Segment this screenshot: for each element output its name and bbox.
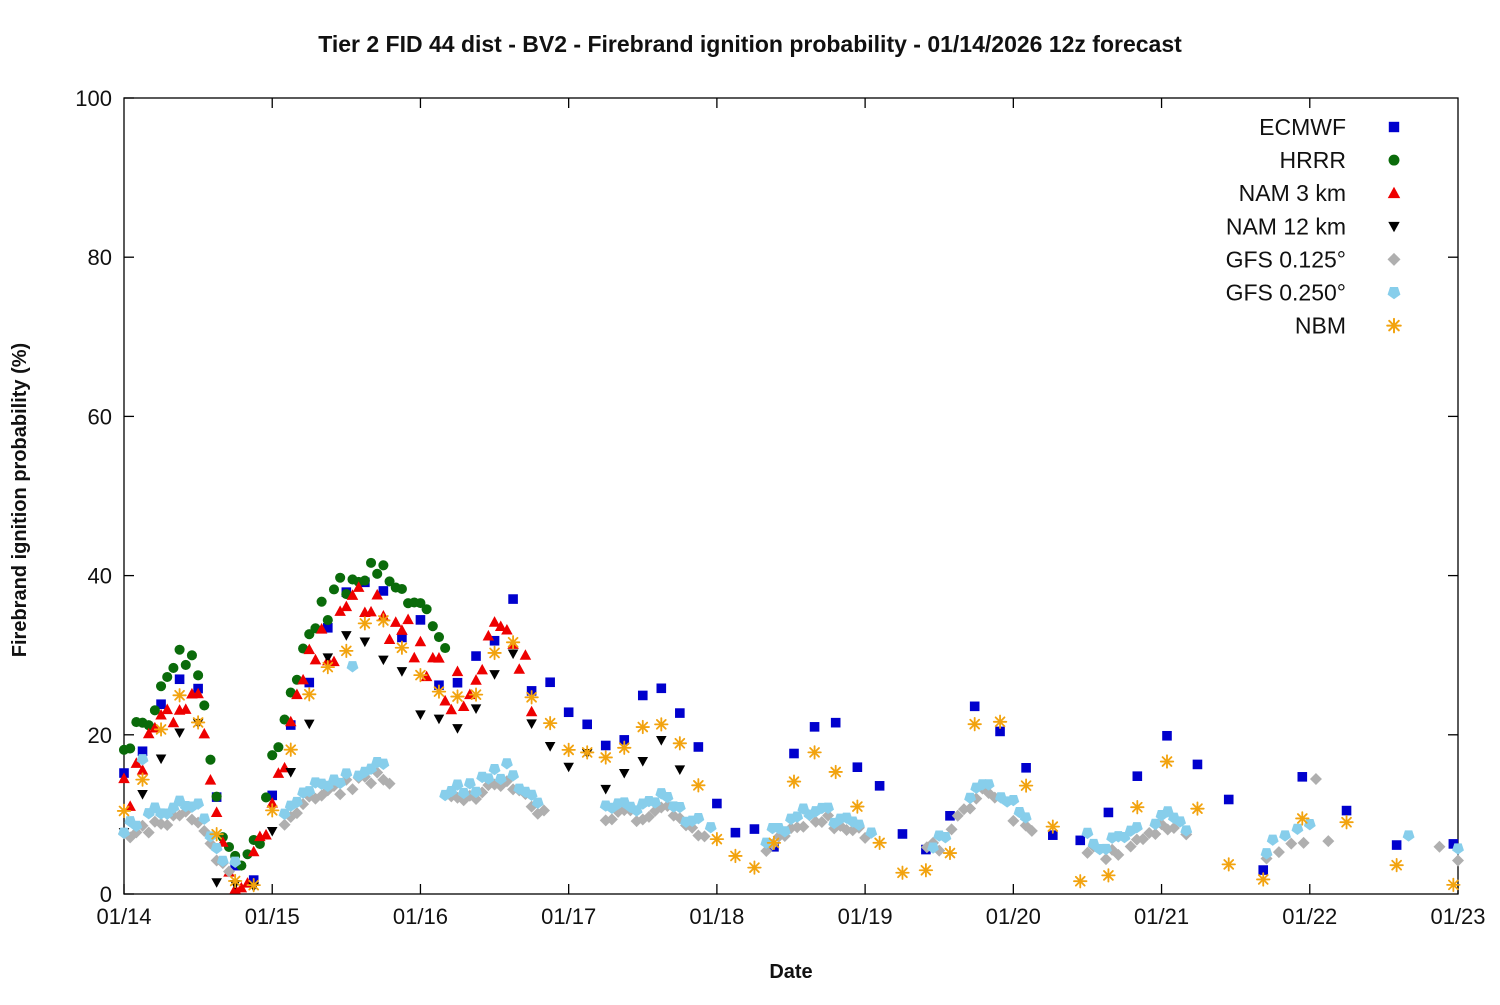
svg-text:100: 100: [75, 86, 112, 111]
svg-text:40: 40: [88, 564, 112, 589]
svg-text:NAM 12 km: NAM 12 km: [1226, 213, 1346, 239]
svg-text:01/20: 01/20: [986, 904, 1041, 929]
svg-text:01/21: 01/21: [1134, 904, 1189, 929]
svg-text:01/18: 01/18: [689, 904, 744, 929]
svg-text:60: 60: [88, 404, 112, 429]
svg-text:01/23: 01/23: [1430, 904, 1485, 929]
svg-text:NAM 3 km: NAM 3 km: [1239, 180, 1346, 206]
svg-text:01/14: 01/14: [96, 904, 151, 929]
svg-text:ECMWF: ECMWF: [1259, 114, 1346, 140]
svg-text:HRRR: HRRR: [1280, 147, 1346, 173]
svg-text:Tier 2 FID 44 dist - BV2 - Fir: Tier 2 FID 44 dist - BV2 - Firebrand ign…: [318, 31, 1182, 57]
svg-text:20: 20: [88, 723, 112, 748]
svg-text:GFS 0.125°: GFS 0.125°: [1226, 246, 1346, 272]
svg-text:01/16: 01/16: [393, 904, 448, 929]
svg-text:01/15: 01/15: [245, 904, 300, 929]
svg-text:GFS 0.250°: GFS 0.250°: [1226, 280, 1346, 306]
svg-text:01/19: 01/19: [838, 904, 893, 929]
svg-text:80: 80: [88, 245, 112, 270]
svg-text:01/22: 01/22: [1282, 904, 1337, 929]
svg-text:Date: Date: [769, 961, 812, 983]
svg-text:01/17: 01/17: [541, 904, 596, 929]
svg-text:Firebrand ignition probability: Firebrand ignition probability (%): [9, 343, 31, 657]
svg-text:NBM: NBM: [1295, 313, 1346, 339]
